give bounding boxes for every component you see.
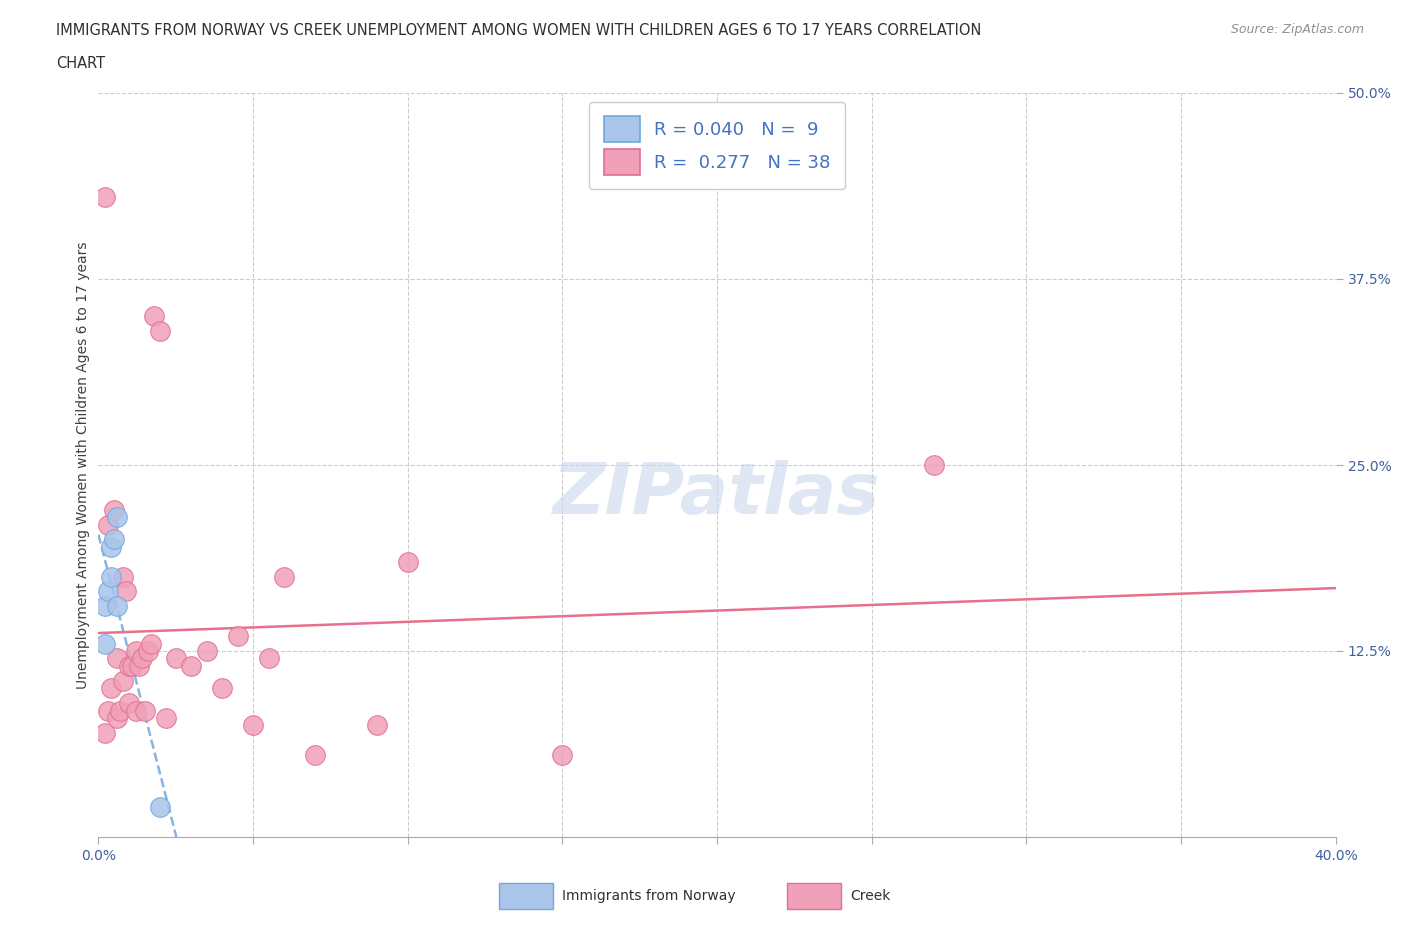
Point — [165, 651, 187, 666]
Point — [257, 651, 280, 666]
Point — [93, 599, 115, 614]
Point — [100, 681, 122, 696]
Point — [366, 718, 388, 733]
Point — [180, 658, 202, 673]
Point — [118, 658, 141, 673]
Text: ZIPatlas: ZIPatlas — [554, 460, 880, 529]
Point — [112, 569, 135, 584]
Point — [105, 510, 128, 525]
Point — [139, 636, 162, 651]
Point — [103, 502, 125, 517]
Text: Source: ZipAtlas.com: Source: ZipAtlas.com — [1230, 23, 1364, 36]
Text: Creek: Creek — [851, 888, 891, 903]
Point — [134, 703, 156, 718]
Point — [128, 658, 150, 673]
Text: Immigrants from Norway: Immigrants from Norway — [562, 888, 735, 903]
Point — [396, 554, 419, 569]
Text: IMMIGRANTS FROM NORWAY VS CREEK UNEMPLOYMENT AMONG WOMEN WITH CHILDREN AGES 6 TO: IMMIGRANTS FROM NORWAY VS CREEK UNEMPLOY… — [56, 23, 981, 38]
Point — [124, 644, 146, 658]
Point — [97, 517, 120, 532]
Point — [143, 309, 166, 324]
Point — [100, 539, 122, 554]
Point — [273, 569, 295, 584]
Point — [93, 725, 115, 740]
Point — [304, 748, 326, 763]
Point — [93, 636, 115, 651]
Point — [118, 696, 141, 711]
Point — [97, 584, 120, 599]
Point — [108, 703, 131, 718]
Point — [115, 584, 138, 599]
Point — [195, 644, 218, 658]
Point — [922, 458, 945, 472]
Point — [105, 651, 128, 666]
Point — [226, 629, 249, 644]
Legend: R = 0.040   N =  9, R =  0.277   N = 38: R = 0.040 N = 9, R = 0.277 N = 38 — [589, 102, 845, 189]
Text: CHART: CHART — [56, 56, 105, 71]
Point — [93, 190, 115, 205]
Point — [242, 718, 264, 733]
Point — [121, 658, 143, 673]
Point — [551, 748, 574, 763]
Point — [211, 681, 233, 696]
Y-axis label: Unemployment Among Women with Children Ages 6 to 17 years: Unemployment Among Women with Children A… — [76, 241, 90, 689]
Point — [100, 569, 122, 584]
Point — [103, 532, 125, 547]
Point — [105, 711, 128, 725]
Point — [136, 644, 159, 658]
Point — [97, 703, 120, 718]
Point — [149, 324, 172, 339]
Point — [149, 800, 172, 815]
Point — [124, 703, 146, 718]
Point — [155, 711, 177, 725]
Point — [105, 599, 128, 614]
Point — [131, 651, 153, 666]
Point — [112, 673, 135, 688]
